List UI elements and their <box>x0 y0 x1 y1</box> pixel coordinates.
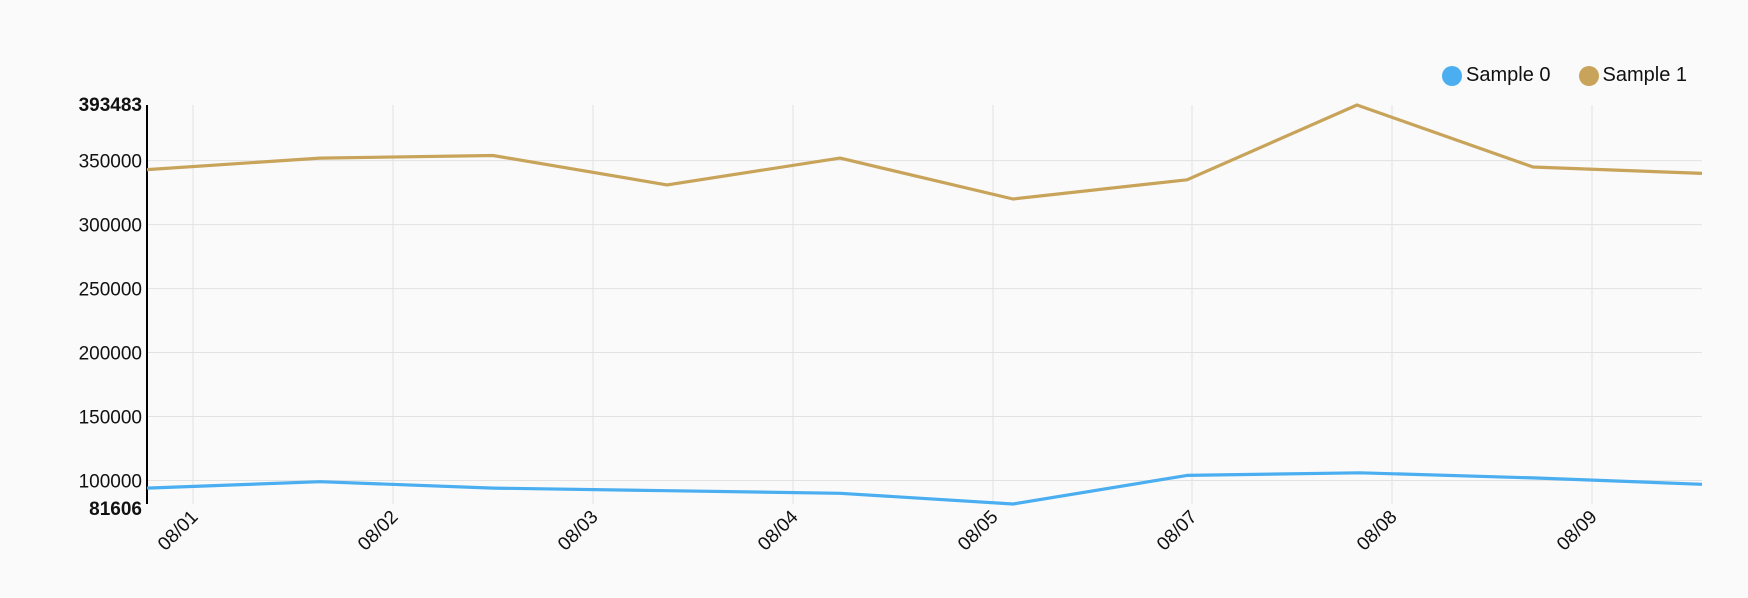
x-tick-label: 08/09 <box>1553 507 1601 555</box>
y-tick-label: 100000 <box>79 471 142 492</box>
x-tick-label: 08/04 <box>754 506 803 555</box>
x-tick-label: 08/01 <box>154 507 202 555</box>
y-tick-label: 300000 <box>79 216 142 237</box>
y-tick-label: 250000 <box>79 280 142 301</box>
y-min-label: 81606 <box>89 499 142 520</box>
legend-swatch-sample-1 <box>1578 65 1599 86</box>
x-tick-label: 08/03 <box>554 507 602 555</box>
series-line-sample-0 <box>146 471 1703 506</box>
y-tick-label: 150000 <box>79 408 142 429</box>
x-tick-label: 08/05 <box>954 507 1002 555</box>
y-tick-label: 350000 <box>79 152 142 173</box>
legend-label-sample-1: Sample 1 <box>1602 64 1688 86</box>
y-max-label: 393483 <box>79 95 142 116</box>
y-tick-label: 200000 <box>79 344 142 365</box>
legend-swatch-sample-0 <box>1442 65 1462 86</box>
legend-item-sample-1[interactable]: Sample 1 <box>1578 64 1688 87</box>
x-tick-label: 08/02 <box>354 507 402 555</box>
x-tick-label: 08/07 <box>1153 507 1201 555</box>
legend: Sample 0 Sample 1 <box>1442 64 1687 87</box>
legend-item-sample-0[interactable]: Sample 0 <box>1442 64 1551 87</box>
legend-label-sample-0: Sample 0 <box>1466 64 1551 86</box>
x-tick-label: 08/08 <box>1353 507 1401 555</box>
series-line-sample-1 <box>146 103 1703 201</box>
